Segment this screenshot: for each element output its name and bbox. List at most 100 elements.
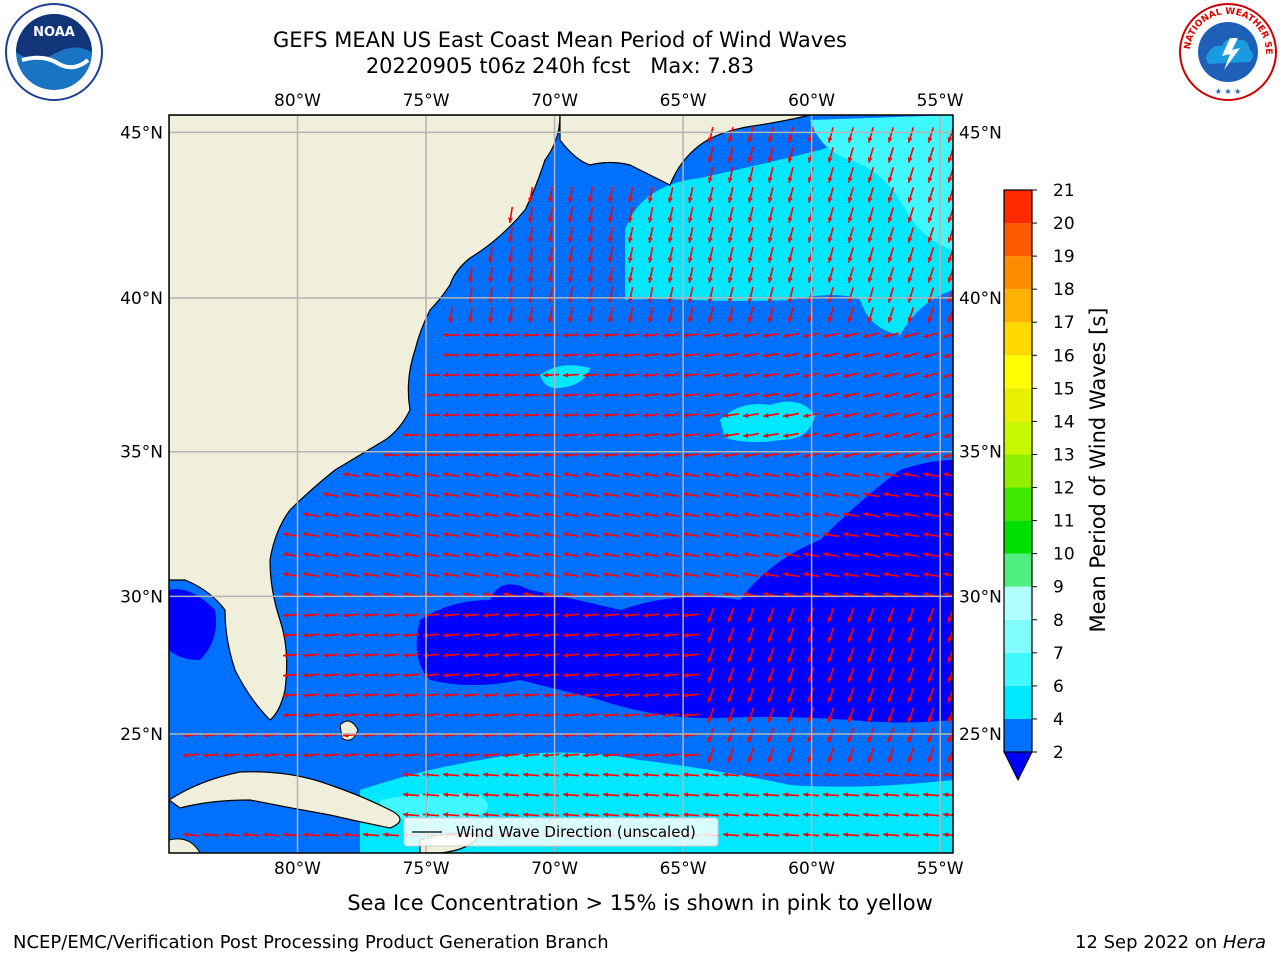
lon-tick-label-bottom: 70°W bbox=[531, 859, 578, 879]
colorbar-tick-label: 10 bbox=[1053, 545, 1075, 565]
wave-direction-arrowhead bbox=[707, 676, 713, 683]
wave-direction-arrowhead bbox=[603, 772, 609, 778]
wave-direction-arrowhead bbox=[603, 792, 609, 798]
wave-direction-arrowhead bbox=[523, 532, 529, 537]
wave-direction-arrowhead bbox=[823, 433, 829, 439]
wave-direction-arrowhead bbox=[863, 492, 869, 497]
wave-direction-arrowhead bbox=[528, 317, 533, 323]
wave-direction-arrowhead bbox=[827, 137, 833, 143]
wave-direction-arrowhead bbox=[703, 552, 709, 557]
wave-direction-arrowhead bbox=[583, 332, 589, 338]
wave-direction-arrowhead bbox=[623, 552, 629, 557]
wave-direction-arrowhead bbox=[343, 532, 349, 537]
wave-direction-arrowhead bbox=[707, 137, 713, 143]
wave-direction-arrowhead bbox=[823, 373, 829, 379]
wave-direction-arrowhead bbox=[723, 352, 729, 358]
wave-direction-arrowhead bbox=[887, 716, 893, 723]
wave-direction-arrowhead bbox=[723, 392, 729, 398]
wave-direction-arrowhead bbox=[827, 317, 833, 323]
wave-direction-arrowhead bbox=[603, 472, 609, 477]
wave-direction-arrowhead bbox=[843, 373, 849, 379]
wave-direction-arrowhead bbox=[543, 452, 549, 458]
wave-direction-arrowhead bbox=[943, 812, 949, 818]
wave-direction-arrowhead bbox=[463, 812, 469, 818]
wave-direction-arrowhead bbox=[883, 433, 889, 439]
wave-direction-arrowhead bbox=[587, 277, 593, 283]
wave-direction-arrowhead bbox=[803, 552, 809, 557]
wave-direction-arrowhead bbox=[927, 696, 933, 703]
wave-direction-arrowhead bbox=[767, 696, 773, 703]
colorbar-tick-label: 2 bbox=[1053, 743, 1064, 763]
wave-direction-arrowhead bbox=[643, 672, 649, 678]
wave-direction-arrowhead bbox=[763, 532, 769, 537]
wave-direction-arrowhead bbox=[303, 672, 309, 678]
wave-direction-arrowhead bbox=[923, 512, 929, 517]
wave-direction-arrowhead bbox=[563, 812, 569, 818]
wave-direction-arrowhead bbox=[663, 812, 669, 818]
wave-direction-arrowhead bbox=[503, 672, 509, 678]
wave-direction-arrowhead bbox=[927, 756, 933, 763]
wave-direction-arrowhead bbox=[707, 277, 713, 283]
wave-direction-arrowhead bbox=[727, 277, 733, 283]
wave-direction-arrowhead bbox=[528, 217, 533, 223]
wave-direction-arrowhead bbox=[323, 832, 329, 838]
wave-direction-arrowhead bbox=[623, 352, 629, 358]
wave-direction-arrowhead bbox=[663, 352, 669, 358]
wave-direction-arrowhead bbox=[907, 676, 913, 683]
wave-direction-arrowhead bbox=[683, 452, 689, 458]
wave-direction-arrowhead bbox=[763, 433, 769, 438]
colorbar-tick-label: 16 bbox=[1053, 346, 1075, 366]
wave-direction-arrowhead bbox=[907, 716, 913, 723]
wave-direction-arrowhead bbox=[603, 692, 609, 698]
wave-direction-arrowhead bbox=[803, 492, 809, 497]
wave-direction-arrowhead bbox=[603, 332, 609, 338]
wave-direction-arrowhead bbox=[503, 412, 509, 418]
wave-direction-arrowhead bbox=[503, 532, 509, 537]
wave-direction-arrowhead bbox=[843, 453, 849, 459]
wave-direction-arrowhead bbox=[643, 812, 649, 818]
wave-direction-arrowhead bbox=[707, 177, 713, 183]
wave-direction-arrowhead bbox=[783, 413, 789, 418]
wave-direction-arrowhead bbox=[623, 512, 629, 517]
wave-direction-arrowhead bbox=[443, 712, 449, 718]
wave-direction-arrowhead bbox=[703, 452, 709, 458]
wave-direction-arrowhead bbox=[607, 277, 613, 283]
wave-direction-arrowhead bbox=[863, 572, 869, 577]
wave-direction-arrowhead bbox=[783, 512, 789, 517]
wave-direction-arrowhead bbox=[783, 532, 789, 537]
wave-direction-arrowhead bbox=[923, 772, 929, 778]
wave-direction-arrowhead bbox=[383, 692, 389, 698]
wave-direction-arrowhead bbox=[403, 812, 409, 818]
wave-direction-arrowhead bbox=[463, 432, 469, 438]
wave-direction-arrowhead bbox=[363, 532, 369, 537]
wave-direction-arrowhead bbox=[443, 552, 449, 557]
wave-direction-arrowhead bbox=[603, 812, 609, 818]
wave-direction-arrowhead bbox=[563, 752, 569, 758]
wave-direction-arrowhead bbox=[947, 197, 953, 203]
wave-direction-arrowhead bbox=[863, 792, 869, 798]
wave-direction-arrowhead bbox=[503, 432, 509, 438]
wave-direction-arrowhead bbox=[707, 716, 713, 723]
wave-direction-arrowhead bbox=[803, 373, 809, 379]
wave-direction-arrowhead bbox=[867, 696, 873, 703]
wave-direction-arrowhead bbox=[403, 752, 409, 758]
wave-direction-arrowhead bbox=[483, 552, 489, 557]
wave-direction-arrowhead bbox=[703, 432, 709, 438]
wave-direction-arrowhead bbox=[787, 317, 793, 323]
wave-direction-arrowhead bbox=[847, 197, 853, 203]
wave-direction-arrowhead bbox=[803, 413, 809, 419]
wave-direction-arrowhead bbox=[867, 736, 873, 743]
wave-direction-arrowhead bbox=[723, 552, 729, 557]
wave-direction-arrowhead bbox=[548, 217, 553, 223]
colorbar-tick-label: 4 bbox=[1053, 710, 1064, 730]
wave-direction-arrowhead bbox=[488, 317, 494, 323]
wave-direction-arrowhead bbox=[803, 353, 809, 359]
wave-direction-arrowhead bbox=[643, 492, 649, 497]
wave-direction-arrowhead bbox=[847, 696, 853, 703]
wave-direction-arrowhead bbox=[503, 572, 509, 577]
wave-direction-arrowhead bbox=[483, 672, 489, 678]
wave-direction-arrowhead bbox=[463, 772, 469, 778]
wave-direction-arrowhead bbox=[823, 552, 829, 557]
wave-direction-arrowhead bbox=[927, 736, 933, 743]
wave-direction-arrowhead bbox=[927, 616, 933, 623]
